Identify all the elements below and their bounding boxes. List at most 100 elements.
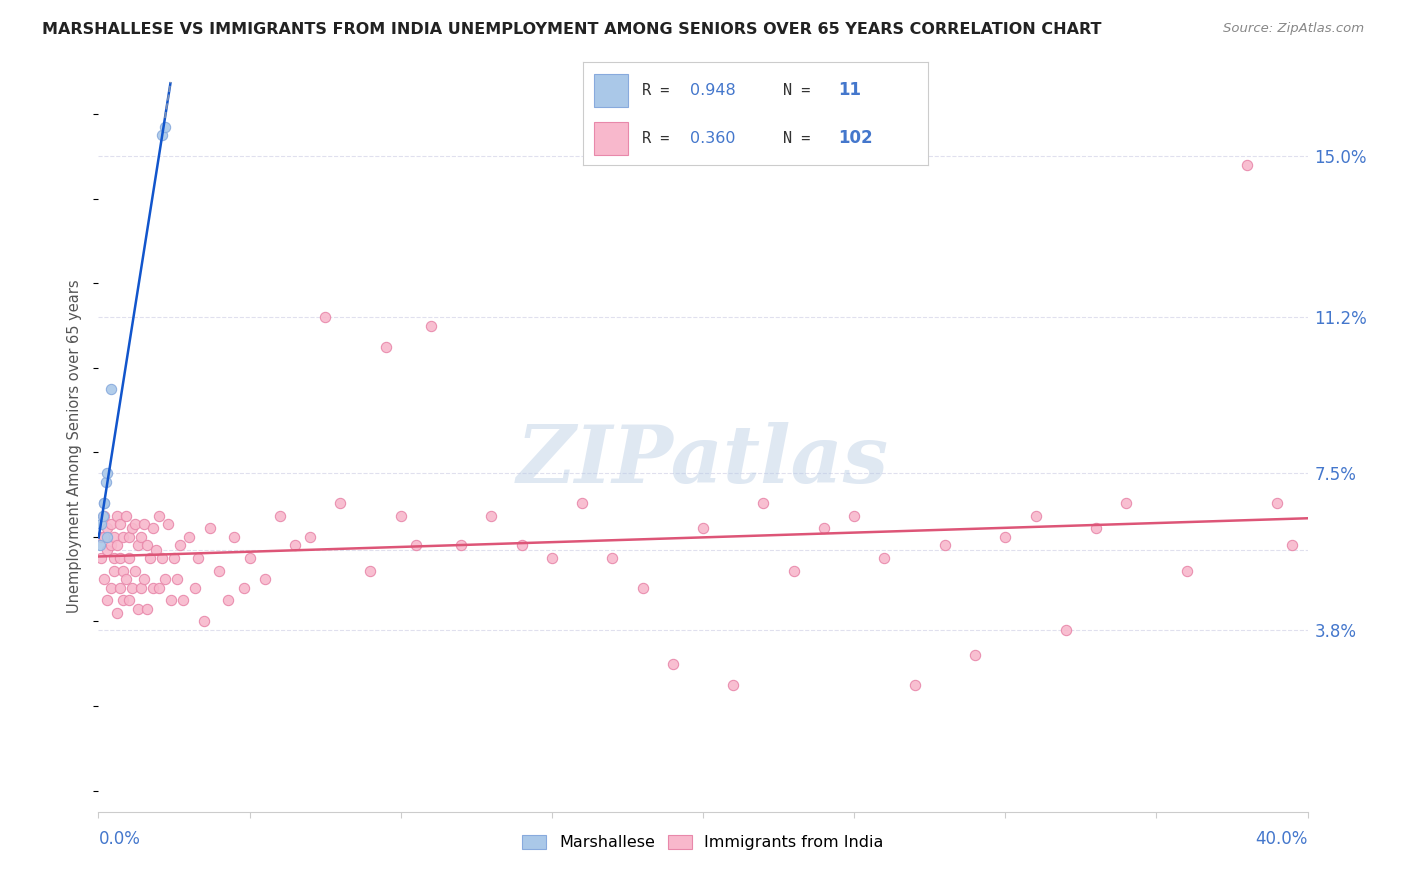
Legend: Marshallese, Immigrants from India: Marshallese, Immigrants from India (517, 830, 889, 855)
Point (284, 538, 307, 552)
Point (200, 521, 222, 535)
Point (269, 508, 291, 523)
Point (129, 581, 152, 595)
Point (100, 517, 122, 532)
Point (1236, 158, 1258, 172)
Point (510, 538, 533, 552)
Point (156, 517, 179, 532)
Point (96, 467, 118, 481)
Point (661, 657, 683, 671)
Text: Source: ZipAtlas.com: Source: ZipAtlas.com (1223, 22, 1364, 36)
Point (129, 530, 152, 544)
Point (994, 530, 1017, 544)
Point (89, 538, 111, 552)
Point (813, 521, 835, 535)
Point (1054, 623, 1077, 637)
Point (148, 508, 170, 523)
Point (873, 551, 896, 566)
Point (105, 538, 128, 552)
Point (145, 542, 167, 557)
Bar (593, 74, 628, 106)
Point (481, 508, 503, 523)
Point (96, 542, 118, 557)
Point (96, 593, 118, 607)
Point (139, 551, 162, 566)
Text: ZIPatlas: ZIPatlas (517, 422, 889, 500)
Text: 102: 102 (838, 129, 873, 147)
Point (934, 538, 956, 552)
Point (217, 593, 239, 607)
Point (571, 496, 593, 510)
Point (153, 572, 176, 586)
Point (208, 564, 231, 578)
Point (90, 530, 112, 544)
Point (91, 508, 114, 523)
Point (90, 517, 112, 532)
Point (1267, 496, 1289, 510)
Point (631, 581, 654, 595)
Point (142, 581, 165, 595)
Point (723, 678, 745, 692)
Point (224, 530, 246, 544)
Point (142, 521, 165, 535)
Point (135, 601, 157, 615)
Point (179, 530, 201, 544)
Point (114, 572, 136, 586)
Point (105, 508, 128, 523)
Point (405, 538, 427, 552)
Point (100, 538, 122, 552)
Point (1175, 564, 1198, 578)
Point (108, 551, 131, 566)
Point (111, 564, 134, 578)
Point (94, 475, 117, 489)
Point (1281, 538, 1303, 552)
Point (1085, 521, 1108, 535)
Point (111, 530, 134, 544)
Point (314, 310, 336, 324)
Text: R =: R = (643, 131, 679, 146)
Text: 11: 11 (838, 81, 862, 99)
Point (96, 530, 118, 544)
Point (100, 382, 122, 396)
Text: 0.0%: 0.0% (98, 830, 141, 848)
Point (124, 564, 146, 578)
Point (783, 564, 806, 578)
Point (96, 521, 118, 535)
Point (132, 572, 155, 586)
Point (172, 593, 194, 607)
Text: N =: N = (783, 83, 820, 97)
Point (127, 601, 149, 615)
Point (114, 508, 136, 523)
Point (420, 318, 443, 333)
Point (450, 538, 472, 552)
Point (752, 496, 775, 510)
Point (93, 572, 115, 586)
Point (135, 538, 157, 552)
Point (904, 678, 927, 692)
Point (148, 581, 170, 595)
Text: 40.0%: 40.0% (1256, 830, 1308, 848)
Point (389, 508, 412, 523)
Text: R =: R = (643, 83, 679, 97)
Point (232, 581, 254, 595)
Point (253, 572, 276, 586)
Point (540, 551, 562, 566)
Point (166, 572, 188, 586)
Point (90, 551, 112, 566)
Point (103, 530, 125, 544)
Point (118, 551, 141, 566)
Point (193, 615, 215, 629)
Point (124, 517, 146, 532)
Text: N =: N = (783, 131, 820, 146)
Point (93, 496, 115, 510)
Point (93, 508, 115, 523)
Point (360, 564, 382, 578)
Point (121, 521, 143, 535)
Point (150, 551, 173, 566)
Point (111, 593, 134, 607)
Point (184, 581, 207, 595)
Point (132, 517, 155, 532)
Point (1024, 508, 1046, 523)
Point (103, 564, 125, 578)
Text: MARSHALLESE VS IMMIGRANTS FROM INDIA UNEMPLOYMENT AMONG SENIORS OVER 65 YEARS CO: MARSHALLESE VS IMMIGRANTS FROM INDIA UNE… (42, 22, 1102, 37)
